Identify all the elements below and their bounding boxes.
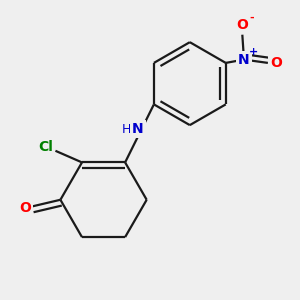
Text: O: O — [19, 201, 31, 215]
Text: O: O — [236, 18, 248, 32]
Text: H: H — [122, 123, 132, 136]
Text: N: N — [238, 52, 250, 67]
Text: N: N — [132, 122, 144, 136]
Text: +: + — [249, 47, 258, 57]
Text: Cl: Cl — [38, 140, 53, 154]
Text: O: O — [270, 56, 282, 70]
Text: -: - — [249, 13, 254, 23]
